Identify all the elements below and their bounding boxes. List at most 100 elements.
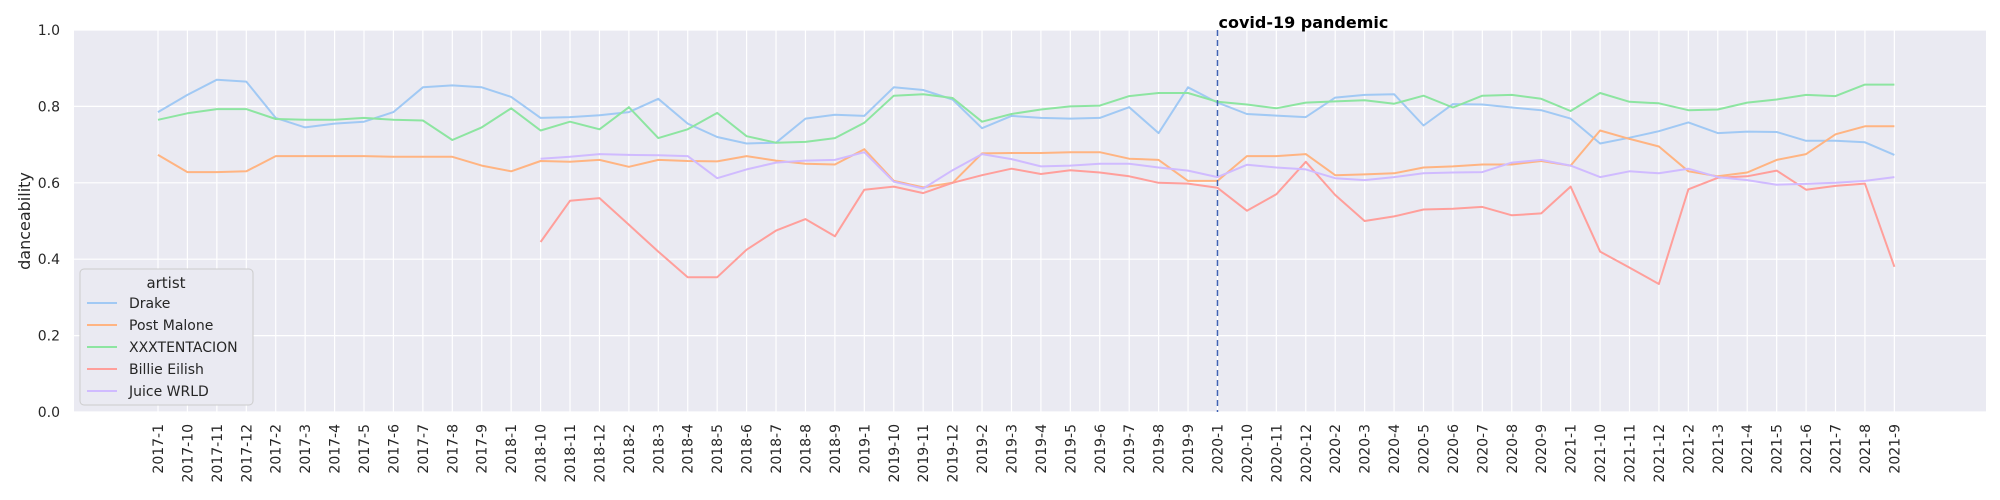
data-point [1510,213,1514,217]
data-point [568,115,572,119]
data-point [1127,94,1131,98]
data-point [951,181,955,185]
x-tick-label: 2021-11 [1623,424,1639,483]
data-point [656,250,660,254]
data-point [1539,211,1543,215]
data-point [1863,83,1867,87]
data-point [1892,265,1896,269]
data-point [1186,91,1190,95]
data-point [1598,129,1602,133]
data-point [1804,152,1808,156]
data-point [1422,166,1426,170]
data-point [1834,94,1838,98]
data-point [391,155,395,159]
data-point [1363,178,1367,182]
x-tick-label: 2017-4 [328,424,344,474]
data-point [1186,169,1190,173]
data-point [1363,219,1367,223]
y-tick-label: 1.0 [38,23,60,39]
x-tick-label: 2019-8 [1152,424,1168,474]
x-tick-label: 2019-9 [1181,424,1197,474]
data-point [1539,108,1543,112]
x-tick-label: 2021-10 [1593,424,1609,483]
data-point [539,129,543,133]
data-point [333,122,337,126]
data-point [1039,116,1043,120]
data-point [215,107,219,111]
data-point [1127,157,1131,161]
x-tick-label: 2021-9 [1887,424,1903,474]
x-tick-label: 2020-5 [1416,424,1432,474]
legend-box [79,268,254,406]
data-point [598,152,602,156]
data-point [1304,160,1308,164]
data-point [1804,93,1808,97]
data-point [804,140,808,144]
data-point [156,153,160,157]
data-point [1686,120,1690,124]
x-tick-label: 2018-11 [563,424,579,483]
data-point [980,120,984,124]
series-line [540,151,1895,190]
data-point [686,122,690,126]
x-tick-label: 2017-11 [210,424,226,483]
data-point [1068,150,1072,154]
data-point [1480,163,1484,167]
covid-annotation: covid-19 pandemic [1216,13,1388,412]
data-point [1333,176,1337,180]
x-tick-label: 2019-11 [916,424,932,483]
data-point [244,80,248,84]
data-point [1775,183,1779,187]
data-point [1569,117,1573,121]
data-point [1569,109,1573,113]
data-point [921,187,925,191]
data-point [1628,137,1632,141]
series-juice-wrld [540,151,1895,191]
data-point [1157,131,1161,135]
data-point [745,142,749,146]
x-tick-label: 2019-2 [975,424,991,474]
data-point [480,85,484,89]
data-point [1157,181,1161,185]
data-point [1804,182,1808,186]
data-point [1245,209,1249,213]
grid-lines [74,29,1986,413]
data-point [686,275,690,279]
data-point [1510,93,1514,97]
data-point [1039,164,1043,168]
data-point [1628,266,1632,270]
data-point [1010,151,1014,155]
data-point [185,111,189,115]
data-point [1892,124,1896,128]
x-tick-label: 2018-1 [504,424,520,474]
data-point [980,152,984,156]
data-point [1392,175,1396,179]
data-point [892,94,896,98]
data-point [391,118,395,122]
data-point [1598,91,1602,95]
x-tick-label: 2021-1 [1564,424,1580,474]
series-line [157,78,1895,156]
data-point [1098,162,1102,166]
data-point [450,83,454,87]
data-point [656,153,660,157]
data-point [539,240,543,244]
data-point [1068,164,1072,168]
data-point [1186,182,1190,186]
x-tick-label: 2017-2 [269,424,285,474]
x-tick-label: 2017-3 [298,424,314,474]
data-point [1892,153,1896,157]
x-tick-label: 2019-10 [887,424,903,483]
data-point [715,111,719,115]
data-point [1157,158,1161,162]
data-point [1098,150,1102,154]
data-point [509,106,513,110]
data-point [627,110,631,114]
x-tick-label: 2017-9 [475,424,491,474]
data-point [980,173,984,177]
x-tick-label: 2019-4 [1034,424,1050,474]
data-point [303,154,307,158]
data-point [1422,208,1426,212]
data-point [1628,100,1632,104]
data-point [1775,98,1779,102]
